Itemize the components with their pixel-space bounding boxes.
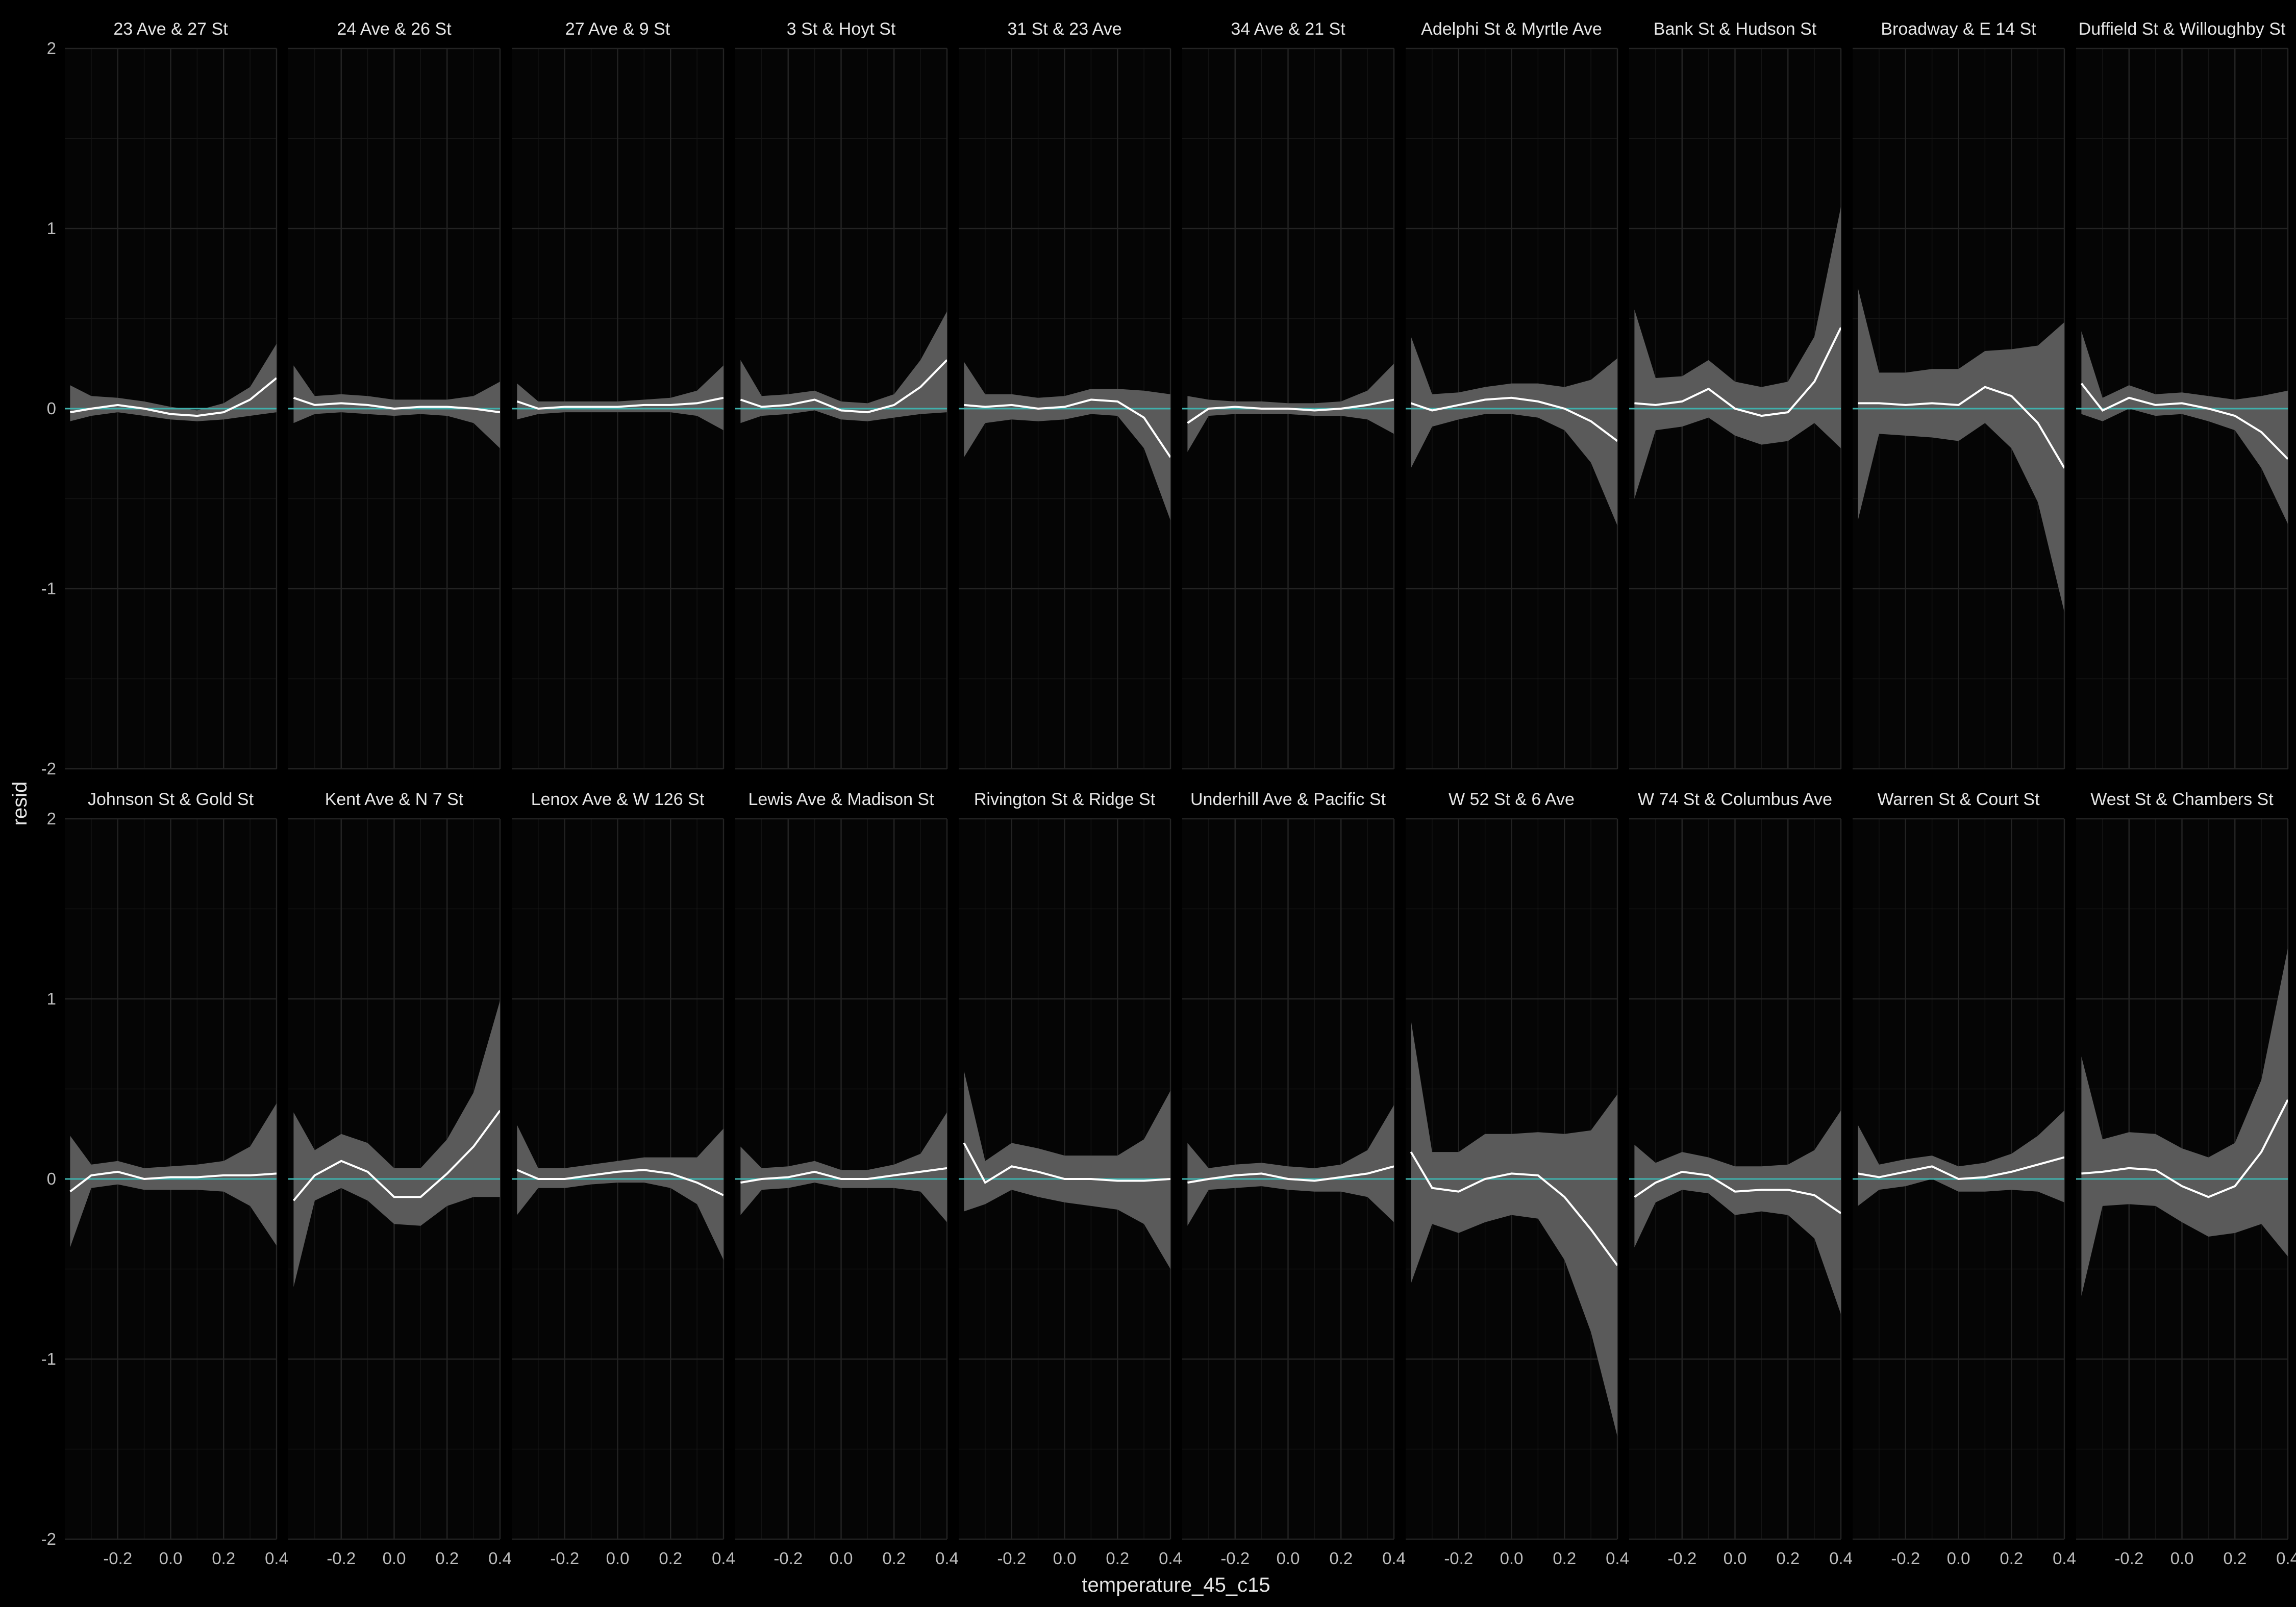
facet-panel: Broadway & E 14 St	[1853, 19, 2064, 769]
x-tick-label: 0.2	[435, 1549, 459, 1568]
facet-panel: 3 St & Hoyt St	[735, 19, 947, 769]
facet-title: Kent Ave & N 7 St	[325, 790, 464, 809]
y-axis-title: resid	[9, 782, 31, 826]
x-tick-label: 0.4	[1159, 1549, 1182, 1568]
facet-title: Bank St & Hudson St	[1654, 19, 1817, 39]
facet-panel: Rivington St & Ridge St	[959, 790, 1170, 1539]
x-tick-label: 0.0	[1947, 1549, 1970, 1568]
facet-title: 27 Ave & 9 St	[565, 19, 670, 39]
x-tick-label: 0.2	[212, 1549, 235, 1568]
y-tick-label: -2	[41, 759, 56, 778]
x-tick-label: 0.0	[2170, 1549, 2194, 1568]
y-tick-label: 1	[47, 989, 56, 1008]
facet-title: W 52 St & 6 Ave	[1449, 790, 1575, 809]
y-tick-label: -1	[41, 1349, 56, 1368]
facet-title: Broadway & E 14 St	[1881, 19, 2036, 39]
y-tick-label: 2	[47, 809, 56, 828]
facet-panel: Lewis Ave & Madison St	[735, 790, 947, 1539]
facet-panel: 23 Ave & 27 St	[65, 19, 277, 769]
x-tick-label: 0.4	[712, 1549, 735, 1568]
facet-panel: 34 Ave & 21 St	[1182, 19, 1394, 769]
facet-panel: Warren St & Court St	[1853, 790, 2064, 1539]
y-tick-label: -2	[41, 1529, 56, 1548]
y-tick-label: 1	[47, 219, 56, 238]
x-tick-label: 0.2	[1553, 1549, 1576, 1568]
x-tick-label: 0.2	[1329, 1549, 1353, 1568]
x-tick-label: 0.0	[830, 1549, 853, 1568]
x-tick-label: -0.2	[1667, 1549, 1696, 1568]
y-tick-label: -1	[41, 579, 56, 598]
x-tick-label: -0.2	[327, 1549, 356, 1568]
x-tick-label: 0.4	[2276, 1549, 2296, 1568]
y-tick-label: 2	[47, 39, 56, 58]
x-tick-label: 0.2	[882, 1549, 906, 1568]
x-tick-label: -0.2	[2114, 1549, 2143, 1568]
facet-title: 3 St & Hoyt St	[787, 19, 896, 39]
y-tick-label: 0	[47, 399, 56, 418]
facet-title: 34 Ave & 21 St	[1231, 19, 1345, 39]
x-tick-label: 0.4	[265, 1549, 288, 1568]
x-tick-label: -0.2	[103, 1549, 132, 1568]
x-tick-label: -0.2	[997, 1549, 1026, 1568]
x-tick-label: 0.0	[1724, 1549, 1747, 1568]
facet-title: Lenox Ave & W 126 St	[531, 790, 705, 809]
x-tick-label: 0.4	[1829, 1549, 1853, 1568]
x-tick-label: 0.0	[159, 1549, 183, 1568]
x-tick-label: 0.4	[2053, 1549, 2076, 1568]
facet-panel: Johnson St & Gold St	[65, 790, 277, 1539]
y-tick-label: 0	[47, 1169, 56, 1188]
facet-title: W 74 St & Columbus Ave	[1638, 790, 1832, 809]
facet-panel: 31 St & 23 Ave	[959, 19, 1170, 769]
facet-title: 31 St & 23 Ave	[1007, 19, 1121, 39]
x-tick-label: -0.2	[550, 1549, 579, 1568]
x-tick-label: 0.4	[488, 1549, 512, 1568]
facet-panel: W 74 St & Columbus Ave	[1629, 790, 1841, 1539]
facet-panel: Bank St & Hudson St	[1629, 19, 1841, 769]
x-tick-label: 0.4	[935, 1549, 959, 1568]
facet-panel: Lenox Ave & W 126 St	[512, 790, 723, 1539]
facet-panel: 27 Ave & 9 St	[512, 19, 723, 769]
facet-title: Duffield St & Willoughby St	[2079, 19, 2286, 39]
x-tick-label: 0.0	[606, 1549, 630, 1568]
facet-panel: W 52 St & 6 Ave	[1406, 790, 1617, 1539]
x-tick-label: 0.2	[2000, 1549, 2023, 1568]
x-tick-label: -0.2	[773, 1549, 803, 1568]
x-tick-label: 0.0	[383, 1549, 406, 1568]
x-tick-label: -0.2	[1220, 1549, 1250, 1568]
x-tick-label: 0.2	[659, 1549, 682, 1568]
facet-title: Underhill Ave & Pacific St	[1190, 790, 1386, 809]
facet-title: Johnson St & Gold St	[88, 790, 254, 809]
facet-panel: Duffield St & Willoughby St	[2076, 19, 2288, 769]
facet-title: 24 Ave & 26 St	[337, 19, 452, 39]
facet-title: West St & Chambers St	[2090, 790, 2274, 809]
x-tick-label: 0.2	[1776, 1549, 1800, 1568]
x-axis-title: temperature_45_c15	[1082, 1574, 1270, 1596]
facet-panel: Kent Ave & N 7 St	[288, 790, 500, 1539]
x-tick-label: -0.2	[1444, 1549, 1473, 1568]
facet-title: 23 Ave & 27 St	[113, 19, 228, 39]
x-tick-label: 0.4	[1382, 1549, 1406, 1568]
x-tick-label: 0.4	[1606, 1549, 1629, 1568]
facet-title: Lewis Ave & Madison St	[748, 790, 934, 809]
x-tick-label: 0.2	[2223, 1549, 2247, 1568]
x-tick-label: -0.2	[1891, 1549, 1920, 1568]
facet-panel: Adelphi St & Myrtle Ave	[1406, 19, 1617, 769]
facet-panel: West St & Chambers St	[2076, 790, 2288, 1539]
facet-title: Warren St & Court St	[1877, 790, 2040, 809]
x-tick-label: 0.0	[1277, 1549, 1300, 1568]
facet-panel: Underhill Ave & Pacific St	[1182, 790, 1394, 1539]
facet-title: Rivington St & Ridge St	[974, 790, 1156, 809]
facet-title: Adelphi St & Myrtle Ave	[1421, 19, 1602, 39]
x-tick-label: 0.0	[1053, 1549, 1077, 1568]
facet-panel: 24 Ave & 26 St	[288, 19, 500, 769]
x-tick-label: 0.0	[1500, 1549, 1524, 1568]
x-tick-label: 0.2	[1106, 1549, 1129, 1568]
